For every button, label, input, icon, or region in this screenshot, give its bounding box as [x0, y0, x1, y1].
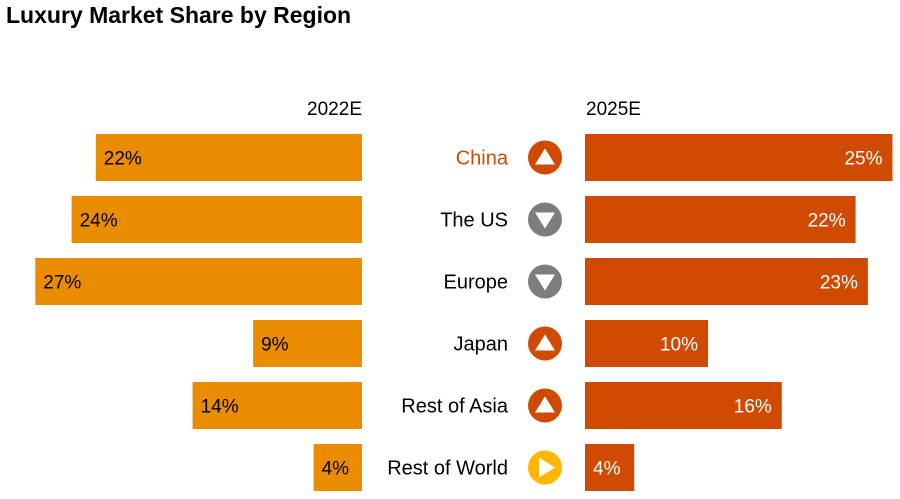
bar-2022e-the-us [71, 196, 362, 243]
series-header-2025e: 2025E [586, 99, 641, 120]
bar-2025e-japan [585, 320, 708, 367]
trend-up-icon-china [528, 140, 562, 175]
trend-down-icon-europe [528, 264, 562, 299]
region-label-rest-of-asia: Rest of Asia [401, 396, 509, 418]
bar-2022e-europe [35, 258, 363, 305]
bar-2025e-europe [585, 258, 868, 305]
label-2022e-europe: 27% [43, 273, 81, 294]
trend-down-icon-the-us [528, 202, 562, 237]
region-label-china: China [456, 148, 509, 170]
trend-up-icon-triangle [535, 148, 555, 165]
label-2025e-the-us: 22% [808, 211, 846, 232]
trend-up-icon-rest-of-asia [528, 388, 562, 423]
region-label-europe: Europe [444, 272, 509, 294]
bar-2025e-china [585, 134, 893, 181]
bar-2025e-the-us [585, 196, 856, 243]
bar-2022e-china [95, 134, 363, 181]
label-2025e-japan: 10% [660, 335, 698, 356]
label-2025e-rest-of-world: 4% [593, 459, 621, 480]
chart-title: Luxury Market Share by Region [6, 2, 352, 28]
trend-up-icon-triangle [535, 396, 555, 413]
label-2022e-the-us: 24% [80, 211, 118, 232]
label-2022e-rest-of-asia: 14% [201, 397, 239, 418]
region-label-the-us: The US [440, 210, 508, 232]
label-2022e-china: 22% [104, 149, 142, 170]
trend-flat-icon-triangle [539, 457, 555, 478]
bar-2022e-japan [253, 320, 362, 367]
label-2022e-rest-of-world: 4% [322, 459, 350, 480]
label-2025e-europe: 23% [820, 273, 858, 294]
bar-2022e-rest-of-asia [192, 382, 362, 429]
series-header-2022e: 2022E [307, 99, 362, 120]
region-label-japan: Japan [454, 334, 509, 356]
trend-down-icon-triangle [535, 212, 555, 229]
region-label-rest-of-world: Rest of World [387, 458, 508, 480]
label-2022e-japan: 9% [261, 335, 289, 356]
trend-down-icon-triangle [535, 274, 555, 291]
trend-flat-icon-rest-of-world [528, 450, 562, 485]
label-2025e-rest-of-asia: 16% [734, 397, 772, 418]
bar-2022e-rest-of-world [313, 444, 362, 491]
bar-2025e-rest-of-world [585, 444, 635, 491]
bar-2025e-rest-of-asia [585, 382, 782, 429]
trend-up-icon-triangle [535, 334, 555, 351]
trend-up-icon-japan [528, 326, 562, 361]
label-2025e-china: 25% [844, 149, 882, 170]
